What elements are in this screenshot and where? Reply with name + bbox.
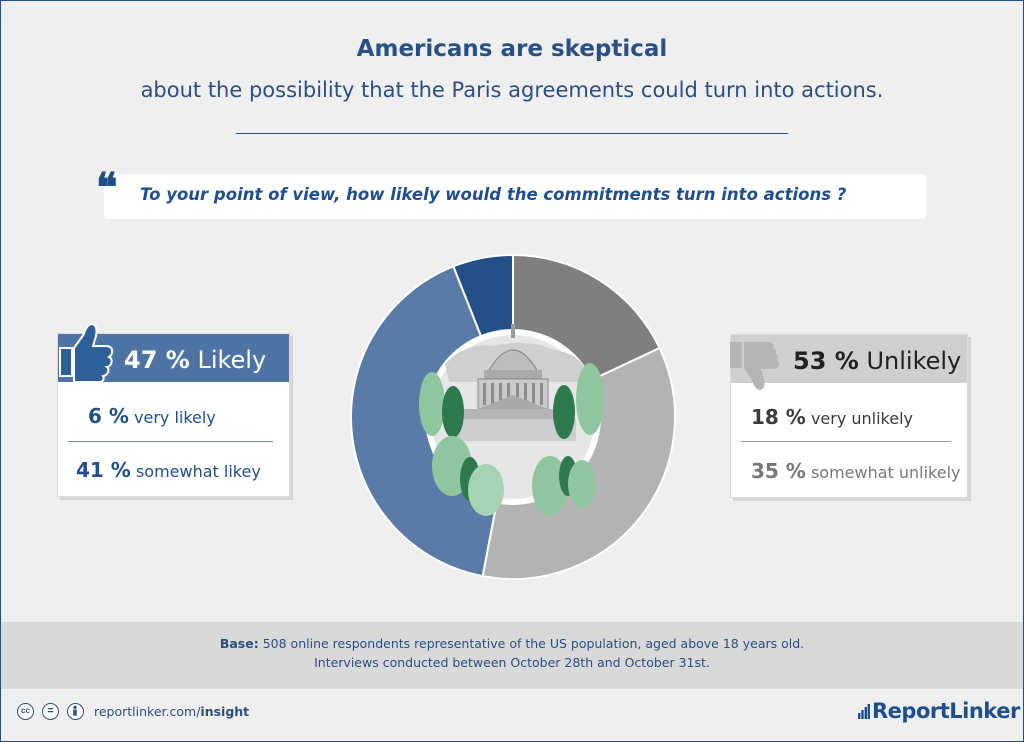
base-note-band: Base: 508 online respondents representat…: [1, 622, 1023, 689]
somewhat-likely-label: somewhat likey: [135, 462, 261, 481]
very-unlikely-label: very unlikely: [810, 409, 914, 428]
unlikely-row-somewhat: 35 % somewhat unlikely: [751, 459, 961, 483]
logo-bars-icon: [858, 704, 870, 719]
title-divider: [236, 133, 788, 134]
likely-row-very: 6 % very likely: [88, 404, 216, 428]
site-url-link[interactable]: reportlinker.com/insight: [94, 704, 250, 719]
somewhat-likely-value: 41 %: [76, 458, 131, 482]
somewhat-unlikely-value: 35 %: [751, 459, 806, 483]
somewhat-unlikely-label: somewhat unlikely: [810, 463, 961, 482]
unlikely-total-label: Unlikely: [866, 347, 962, 375]
by-person-icon: [67, 703, 84, 720]
unlikely-row-divider: [741, 441, 951, 442]
cc-icon: cc: [17, 703, 34, 720]
base-label: Base:: [219, 636, 259, 651]
question-box: [104, 174, 926, 219]
very-unlikely-value: 18 %: [751, 405, 806, 429]
likely-total-label: Likely: [197, 346, 267, 374]
logo-text: ReportLinker: [872, 699, 1020, 723]
likely-row-somewhat: 41 % somewhat likey: [76, 458, 261, 482]
reportlinker-logo: ReportLinker: [858, 699, 1020, 723]
likely-row-divider: [68, 441, 273, 442]
base-note-line2: Interviews conducted between October 28t…: [314, 655, 710, 670]
page-subtitle: about the possibility that the Paris agr…: [140, 78, 884, 102]
base-text: 508 online respondents representative of…: [262, 636, 805, 651]
donut-chart: [350, 254, 676, 580]
thumbs-up-icon: [59, 322, 114, 382]
unlikely-row-very: 18 % very unlikely: [751, 405, 913, 429]
very-likely-label: very likely: [134, 408, 216, 427]
thumbs-down-icon: [730, 342, 780, 390]
capitol-illustration-icon: [419, 324, 604, 516]
nd-icon: =: [42, 703, 59, 720]
base-note-line1: Base: 508 online respondents representat…: [1, 636, 1023, 651]
likely-total-value: 47 %: [124, 346, 190, 374]
page-title: Americans are skeptical: [356, 36, 668, 62]
quote-icon: ❝: [96, 164, 118, 211]
unlikely-total-value: 53 %: [793, 347, 859, 375]
question-text: To your point of view, how likely would …: [140, 185, 847, 204]
very-likely-value: 6 %: [88, 404, 129, 428]
